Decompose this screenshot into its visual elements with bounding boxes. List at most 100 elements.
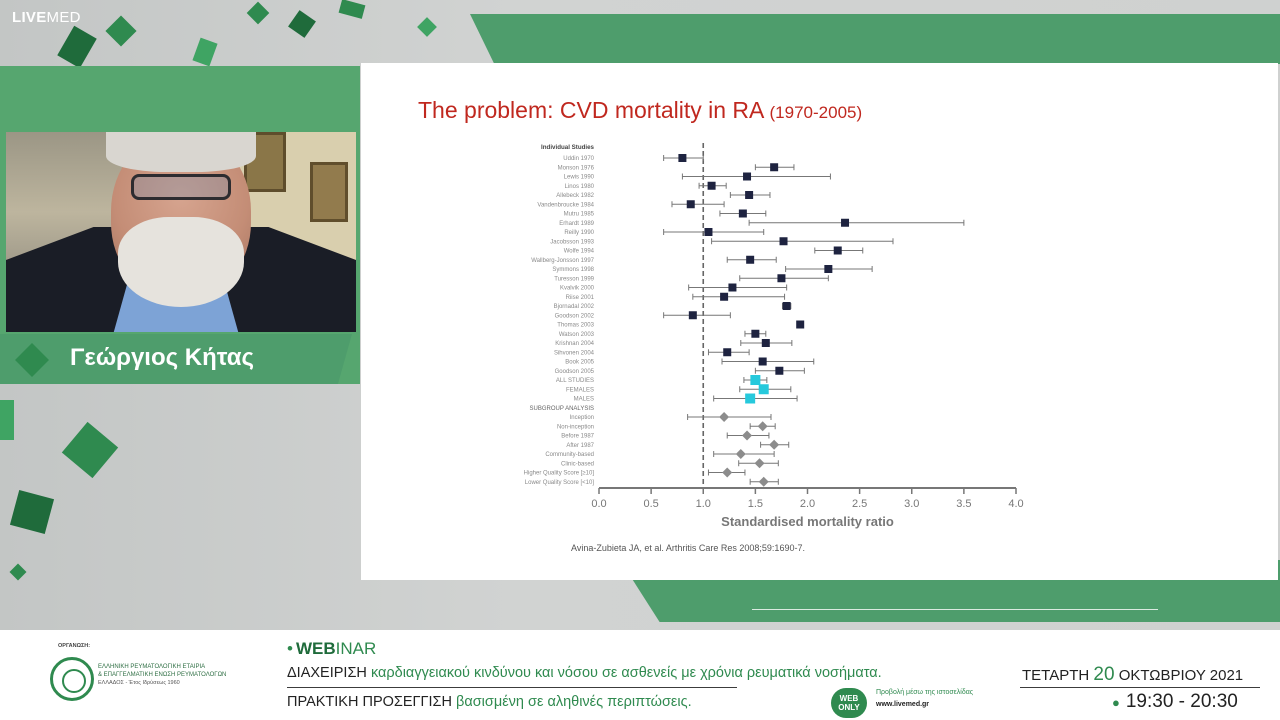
point-estimate xyxy=(707,181,716,190)
bullet-icon: • xyxy=(287,639,293,658)
x-tick-label: 3.5 xyxy=(956,498,971,510)
x-tick-label: 2.0 xyxy=(800,498,815,510)
web-url[interactable]: www.livemed.gr xyxy=(876,701,930,708)
forest-row-label: Lewis 1990 xyxy=(564,175,595,181)
forest-row-label: Kvalvik 2000 xyxy=(560,286,595,292)
webinar-label: • WEBINAR xyxy=(287,639,376,659)
forest-row-label: Community-based xyxy=(545,452,594,458)
forest-row-label: Lower Quality Score [<10] xyxy=(525,480,595,486)
event-day: ΤΕΤΑΡΤΗ xyxy=(1022,667,1090,684)
event-date: ΤΕΤΑΡΤΗ 20 ΟΚΤΩΒΡΙΟΥ 2021 xyxy=(1022,664,1243,686)
point-estimate xyxy=(779,237,788,246)
point-estimate xyxy=(738,209,747,218)
x-tick-label: 0.0 xyxy=(591,498,606,510)
forest-row-label: Book 2005 xyxy=(565,360,594,366)
point-estimate xyxy=(728,283,737,292)
society-seal-icon xyxy=(50,657,94,701)
slide-title-sub: (1970-2005) xyxy=(769,103,863,122)
forest-row-label: SUBGROUP ANALYSIS xyxy=(530,406,594,412)
organizer-name: ΕΛΛΗΝΙΚΗ ΡΕΥΜΑΤΟΛΟΓΙΚΗ ΕΤΑΙΡΙΑ & ΕΠΑΓΓΕΛ… xyxy=(98,663,226,687)
footer-banner: ΟΡΓΑΝΩΣΗ: ΕΛΛΗΝΙΚΗ ΡΕΥΜΑΤΟΛΟΓΙΚΗ ΕΤΑΙΡΙΑ… xyxy=(0,630,1280,720)
x-tick-label: 2.5 xyxy=(852,498,867,510)
point-estimate xyxy=(678,154,687,162)
point-estimate xyxy=(745,191,754,199)
topic-dark: ΔΙΑΧΕΙΡΙΣΗ xyxy=(287,665,367,681)
org-line: ΕΛΛΑΔΟΣ - Έτος Ιδρύσεως 1960 xyxy=(98,680,180,686)
point-estimate xyxy=(745,393,756,404)
forest-row-label: Sihvonen 2004 xyxy=(554,350,595,356)
forest-row-label: Goodson 2005 xyxy=(555,369,595,375)
forest-row-label: Higher Quality Score [≥10] xyxy=(524,471,595,477)
forest-row-label: Erhardt 1989 xyxy=(559,221,594,227)
forest-row-label: Goodson 2002 xyxy=(555,313,595,319)
point-estimate xyxy=(775,366,784,375)
divider xyxy=(287,687,737,688)
topic-green: καρδιαγγειακού κινδύνου και νόσου σε ασθ… xyxy=(370,665,882,681)
point-estimate xyxy=(757,421,768,432)
point-estimate xyxy=(720,292,729,301)
x-axis-label: Standardised mortality ratio xyxy=(721,514,894,529)
x-tick-label: 1.5 xyxy=(748,498,763,510)
livemed-logo: LIVEMED xyxy=(12,9,81,26)
forest-row-label: Watson 2003 xyxy=(559,332,595,338)
forest-row-label: Reilly 1990 xyxy=(564,230,594,236)
forest-row-label: Wolfe 1994 xyxy=(564,249,595,255)
forest-row-label: MALES xyxy=(574,397,594,403)
video-beard xyxy=(118,217,244,307)
web-caption: Προβολή μέσω της ιστοσελίδας xyxy=(876,689,974,696)
slide-citation: Avina-Zubieta JA, et al. Arthritis Care … xyxy=(571,543,805,553)
point-estimate xyxy=(833,246,842,255)
slide-title-main: The problem: CVD mortality in RA xyxy=(418,97,764,123)
forest-row-label: Linos 1980 xyxy=(565,184,595,190)
point-estimate xyxy=(750,375,761,385)
forest-row-label: Uddin 1970 xyxy=(563,156,594,162)
forest-header: Individual Studies xyxy=(541,144,595,151)
forest-row-label: Turesson 1999 xyxy=(554,276,594,282)
logo-thin: MED xyxy=(46,9,81,26)
event-topic: ΔΙΑΧΕΙΡΙΣΗ καρδιαγγειακού κινδύνου και ν… xyxy=(287,665,882,681)
forest-row-label: FEMALES xyxy=(566,387,594,393)
forest-row-label: Krishnan 2004 xyxy=(555,341,594,347)
green-banner-top xyxy=(470,14,1280,64)
badge-bottom: ONLY xyxy=(838,703,860,712)
speaker-video xyxy=(6,132,356,332)
slide-title: The problem: CVD mortality in RA (1970-2… xyxy=(418,97,862,124)
point-estimate xyxy=(704,228,713,236)
event-date-num: 20 xyxy=(1093,664,1115,685)
web-only-badge: WEB ONLY xyxy=(831,688,867,718)
point-estimate xyxy=(770,163,779,172)
forest-row-label: Symmons 1998 xyxy=(552,267,594,273)
point-estimate xyxy=(754,458,765,469)
point-estimate xyxy=(719,412,730,422)
event-time-text: 19:30 - 20:30 xyxy=(1125,691,1238,712)
forest-plot: Individual Studies Uddin 1970 Monson 1976 L… xyxy=(524,143,1024,529)
point-estimate xyxy=(723,348,732,357)
forest-row-label: After 1987 xyxy=(566,443,594,449)
point-estimate xyxy=(688,311,697,320)
gem-icon xyxy=(15,343,49,377)
forest-row-label: Vandenbroucke 1984 xyxy=(537,202,594,208)
x-tick-label: 3.0 xyxy=(904,498,919,510)
webinar-bold: WEB xyxy=(295,639,336,658)
point-estimate xyxy=(758,384,769,395)
point-estimate xyxy=(686,200,695,209)
point-estimate xyxy=(758,476,769,487)
divider xyxy=(1020,687,1260,688)
forest-row-label: Wallberg-Jonsson 1997 xyxy=(531,258,594,264)
video-picture-frame xyxy=(310,162,348,222)
point-estimate xyxy=(735,449,746,459)
forest-row-label: Mutru 1985 xyxy=(564,212,595,218)
webinar-thin: INAR xyxy=(335,639,377,658)
divider xyxy=(752,609,1158,610)
point-estimate xyxy=(782,302,791,310)
x-tick-label: 0.5 xyxy=(643,498,658,510)
video-glasses xyxy=(131,174,231,200)
presentation-slide: The problem: CVD mortality in RA (1970-2… xyxy=(361,63,1278,580)
bullet-icon: ● xyxy=(1112,695,1120,710)
point-estimate xyxy=(722,467,733,478)
point-estimate xyxy=(777,274,786,283)
point-estimate xyxy=(841,218,850,227)
point-estimate xyxy=(758,357,767,366)
logo-bold: LIVE xyxy=(12,9,47,26)
point-estimate xyxy=(796,320,805,329)
